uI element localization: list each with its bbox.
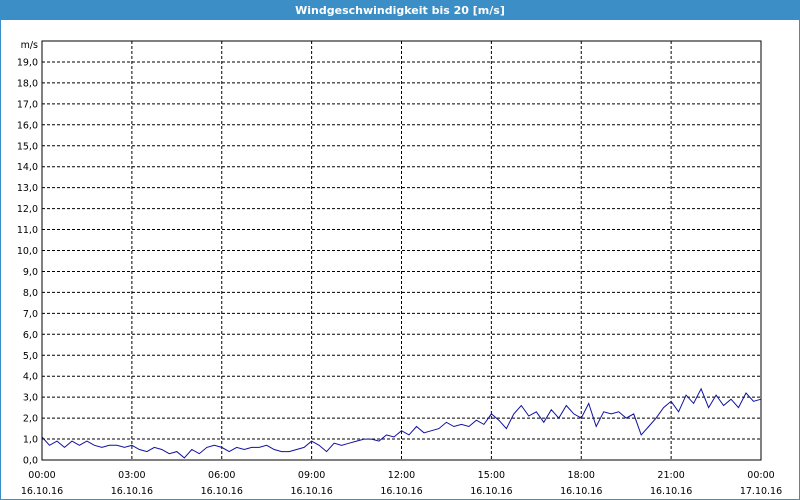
x-tick-date-label: 16.10.16 — [111, 486, 153, 497]
x-tick-date-label: 16.10.16 — [290, 486, 332, 497]
y-tick-label: 2,0 — [23, 414, 38, 425]
y-tick-label: 4,0 — [23, 372, 38, 383]
x-tick-time-label: 21:00 — [657, 470, 684, 481]
x-tick-time-label: 00:00 — [747, 470, 774, 481]
y-tick-label: 14,0 — [17, 162, 38, 173]
x-tick-time-label: 09:00 — [298, 470, 325, 481]
x-axis-tick-labels: 00:00 16.10.16 03:00 16.10.16 06:00 16.10.16 0… — [21, 470, 782, 497]
x-tick-date-label: 16.10.16 — [380, 486, 422, 497]
y-tick-label: 19,0 — [17, 57, 38, 68]
y-tick-label: 9,0 — [23, 267, 38, 278]
y-tick-label: 13,0 — [17, 183, 38, 194]
x-tick-date-label: 16.10.16 — [470, 486, 512, 497]
y-tick-label: 12,0 — [17, 204, 38, 215]
x-tick-time-label: 12:00 — [388, 470, 415, 481]
y-tick-label: 8,0 — [23, 288, 38, 299]
y-tick-label: 11,0 — [17, 225, 38, 236]
y-tick-label: 15,0 — [17, 141, 38, 152]
plot-area-border — [41, 40, 762, 461]
x-tick-time-label: 00:00 — [28, 470, 55, 481]
y-tick-label: 17,0 — [17, 99, 38, 110]
x-tick-date-label: 16.10.16 — [21, 486, 63, 497]
y-tick-label: 7,0 — [23, 309, 38, 320]
y-tick-label: 0,0 — [23, 456, 38, 467]
y-tick-label: 18,0 — [17, 78, 38, 89]
x-tick-date-label: 16.10.16 — [201, 486, 243, 497]
y-tick-label: 10,0 — [17, 246, 38, 257]
y-tick-label: 5,0 — [23, 351, 38, 362]
y-tick-label: 1,0 — [23, 435, 38, 446]
x-tick-date-label: 16.10.16 — [560, 486, 602, 497]
window-title: Windgeschwindigkeit bis 20 [m/s] — [1, 1, 799, 20]
x-tick-time-label: 18:00 — [568, 470, 595, 481]
y-tick-label: 16,0 — [17, 120, 38, 131]
x-tick-time-label: 03:00 — [118, 470, 145, 481]
x-tick-time-label: 15:00 — [478, 470, 505, 481]
y-tick-label: 3,0 — [23, 393, 38, 404]
x-tick-time-label: 06:00 — [208, 470, 235, 481]
y-tick-label: 6,0 — [23, 330, 38, 341]
x-tick-date-label: 17.10.16 — [740, 486, 782, 497]
x-tick-date-label: 16.10.16 — [650, 486, 692, 497]
y-axis-unit-label: m/s — [21, 40, 38, 51]
y-axis-tick-labels: 0,0 1,0 2,0 3,0 4,0 5,0 6,0 7,0 8,0 9,0 10,0 11,0 12… — [17, 57, 38, 466]
wind-speed-series-line — [41, 387, 762, 459]
